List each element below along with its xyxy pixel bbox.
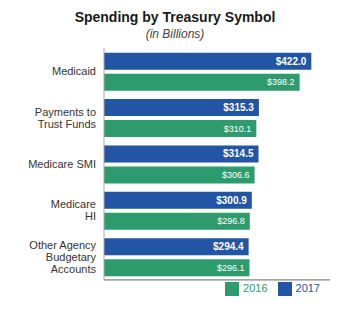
html-text:2016: 2016: [243, 281, 268, 294]
html-text:(in Billions): (in Billions): [145, 27, 205, 41]
svg-text:$398.2: $398.2: [267, 77, 295, 87]
svg-text:$300.9: $300.9: [216, 195, 247, 206]
svg-text:$310.1: $310.1: [224, 124, 252, 134]
html-text:2017: 2017: [295, 281, 320, 294]
html-text:Spending by Treasury Symbol: Spending by Treasury Symbol: [74, 9, 276, 25]
svg-text:Medicaid: Medicaid: [52, 65, 96, 77]
svg-text:MedicareHI: MedicareHI: [51, 198, 96, 222]
svg-text:$296.8: $296.8: [217, 216, 245, 226]
svg-text:Other AgencyBudgetaryAccounts: Other AgencyBudgetaryAccounts: [29, 239, 96, 275]
svg-text:$306.6: $306.6: [222, 170, 250, 180]
svg-text:$314.5: $314.5: [223, 148, 254, 159]
svg-text:$296.1: $296.1: [217, 263, 245, 273]
svg-text:$422.0: $422.0: [276, 56, 307, 67]
svg-text:Payments toTrust Funds: Payments toTrust Funds: [35, 106, 97, 130]
svg-text:$294.4: $294.4: [213, 241, 244, 252]
svg-text:$315.3: $315.3: [223, 102, 254, 113]
svg-text:Medicare SMI: Medicare SMI: [28, 158, 96, 170]
